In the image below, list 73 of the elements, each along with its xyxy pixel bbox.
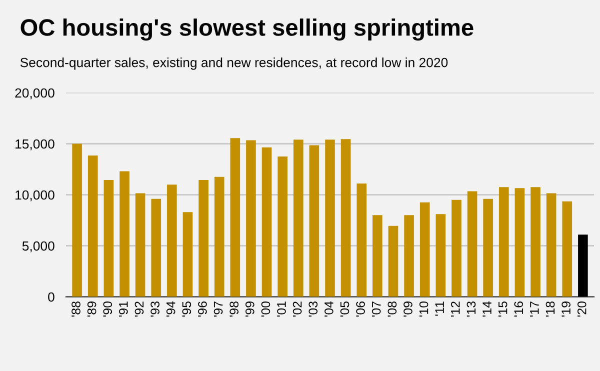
x-tick-label: '20: [577, 301, 586, 317]
bar: [120, 171, 130, 297]
x-tick-label: '03: [308, 302, 318, 317]
bar: [420, 202, 430, 297]
bar: [198, 180, 208, 297]
bar: [151, 198, 162, 297]
bar: [182, 212, 193, 297]
x-tick-label: '09: [404, 302, 412, 317]
x-tick-label: '97: [214, 302, 223, 317]
x-tick-label: '14: [482, 301, 492, 317]
x-tick-label: '99: [245, 302, 254, 317]
x-tick-label: '02: [292, 302, 302, 317]
bar: [325, 140, 335, 297]
x-tick-label: '18: [546, 302, 555, 317]
x-tick-label: '01: [277, 302, 286, 317]
bar: [498, 187, 509, 297]
x-tick-label: '08: [388, 302, 397, 317]
x-tick-label: '04: [324, 301, 334, 317]
x-tick-label: '92: [134, 302, 144, 317]
bar: [262, 147, 272, 297]
x-tick-label: '12: [450, 302, 460, 317]
x-tick-label: '11: [435, 302, 444, 316]
bar: [372, 215, 382, 297]
x-tick-label: '96: [198, 302, 207, 317]
bar: [230, 138, 240, 297]
bar: [293, 140, 304, 297]
bar: [72, 144, 82, 297]
x-tick-label: '90: [103, 301, 112, 317]
chart-title: OC housing's slowest selling springtime: [20, 18, 474, 41]
bar: [467, 191, 478, 297]
bar: [452, 200, 462, 297]
bar: [88, 155, 98, 297]
y-tick-label: 5,000: [22, 241, 54, 252]
x-tick-label: '19: [562, 302, 570, 317]
bar: [135, 193, 146, 297]
x-tick-label: '91: [118, 302, 128, 317]
bar: [246, 140, 256, 297]
x-tick-label: '13: [466, 302, 476, 317]
x-tick-label: '00: [261, 301, 270, 317]
bar: [530, 187, 540, 297]
bar: [562, 201, 572, 297]
x-tick-label: '88: [72, 302, 80, 317]
y-tick-label: 20,000: [15, 88, 54, 100]
bar: [340, 139, 351, 297]
y-tick-label: 0: [48, 292, 54, 302]
y-tick-label: 10,000: [16, 190, 54, 202]
bar: [214, 176, 224, 297]
x-tick-label: '89: [87, 302, 96, 317]
x-tick-label: '10: [419, 301, 428, 317]
x-tick-label: '98: [230, 302, 239, 317]
y-tick-label: 15,000: [16, 139, 54, 150]
bar: [436, 214, 446, 297]
x-tick-label: '07: [372, 302, 381, 317]
x-tick-label: '93: [150, 302, 160, 317]
x-tick-label: '06: [356, 302, 365, 317]
x-tick-label: '05: [340, 301, 350, 317]
bar: [309, 145, 320, 297]
bar: [167, 184, 177, 297]
x-tick-label: '95: [182, 301, 192, 317]
x-tick-label: '94: [166, 301, 176, 317]
bar: [104, 180, 114, 297]
bar: [546, 193, 556, 297]
bar: [483, 198, 493, 297]
x-tick-label: '17: [530, 302, 539, 317]
bar: [514, 188, 525, 297]
bar: [388, 226, 398, 297]
x-tick-label: '16: [514, 302, 524, 317]
chart-subtitle: Second-quarter sales, existing and new residences, at record low in 2020: [20, 58, 448, 70]
bar: [278, 156, 288, 297]
bar: [404, 215, 414, 297]
bar: [356, 184, 367, 297]
x-tick-label: '15: [498, 301, 508, 317]
bar: [578, 234, 588, 297]
